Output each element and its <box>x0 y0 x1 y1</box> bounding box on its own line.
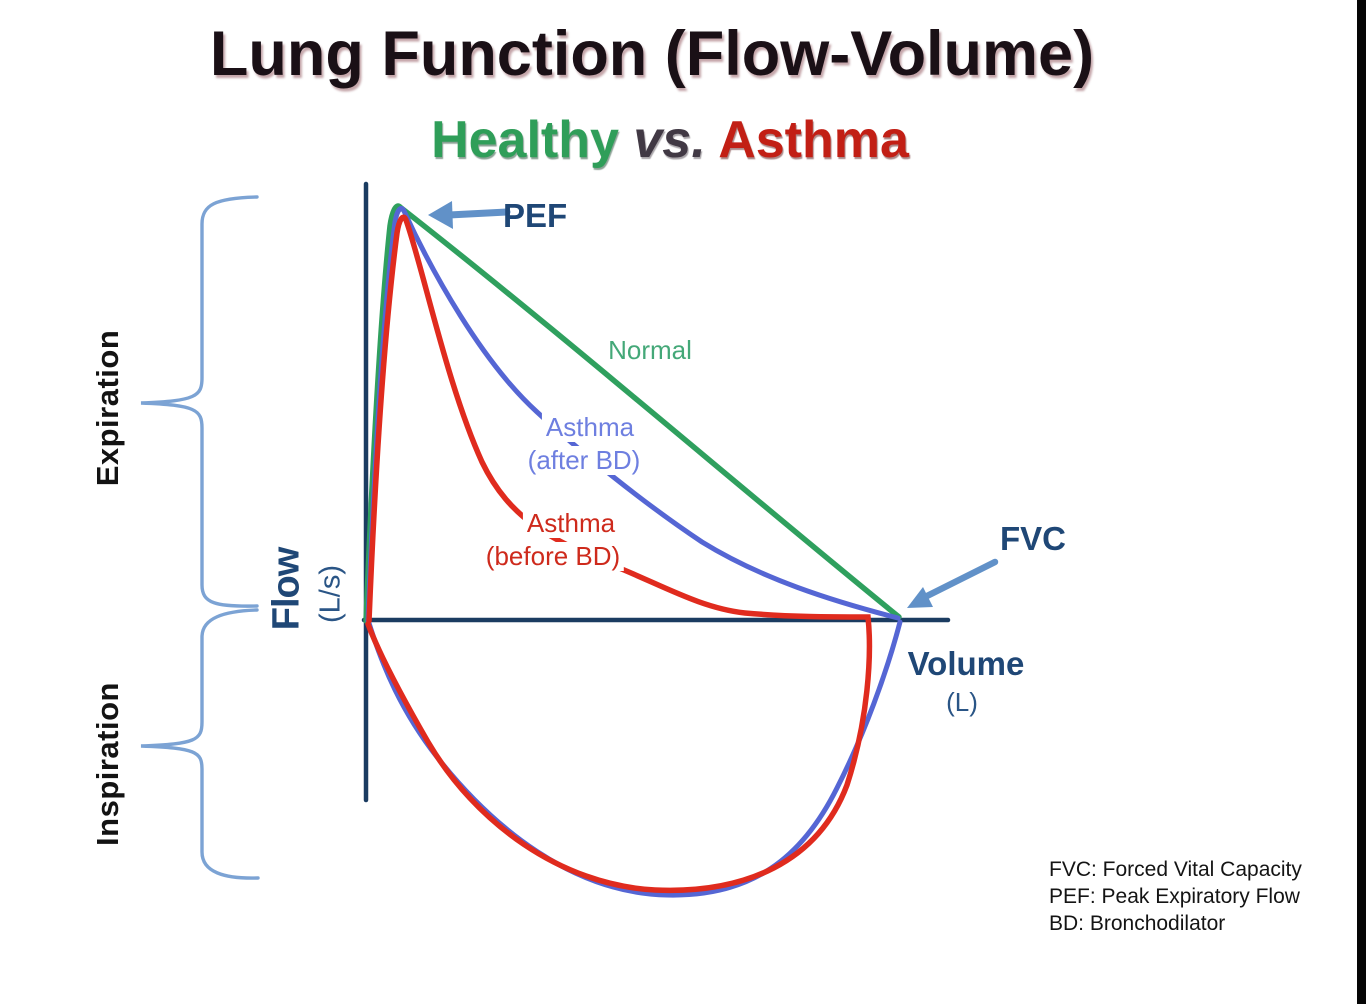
slide-subtitle: Healthy vs. Asthma <box>431 110 909 170</box>
right-edge-black-bar <box>1357 0 1366 1004</box>
flow-axis-units: (L/s) <box>314 565 347 623</box>
asthma-after-bd-label-line2: (after BD) <box>523 446 645 475</box>
pef-arrow-icon <box>428 201 511 229</box>
pef-arrowhead <box>428 201 453 229</box>
flow-axis-label: Flow <box>265 547 308 631</box>
legend-pef: PEF: Peak Expiratory Flow <box>1049 885 1300 908</box>
pef-label: PEF <box>503 197 568 234</box>
inspiration-brace <box>140 608 260 880</box>
volume-axis-units: (L) <box>946 687 978 717</box>
fvc-arrow-icon <box>907 558 999 608</box>
slide-title: Lung Function (Flow-Volume) <box>209 19 1095 89</box>
asthma-before-bd-curve <box>365 214 873 894</box>
volume-axis-label: Volume <box>907 645 1025 682</box>
normal-curve-label: Normal <box>608 335 692 365</box>
abbreviation-legend: FVC: Forced Vital Capacity PEF: Peak Exp… <box>1049 856 1302 937</box>
subtitle-asthma: Asthma <box>718 111 909 169</box>
asthma-before-bd-label-line1: Asthma <box>522 509 620 538</box>
legend-fvc: FVC: Forced Vital Capacity <box>1049 858 1302 881</box>
pef-arrow-shaft <box>445 208 511 219</box>
subtitle-vs: vs. <box>633 111 706 169</box>
legend-bd: BD: Bronchodilator <box>1049 912 1226 935</box>
fvc-arrowhead <box>907 587 933 608</box>
expiration-region-label: Expiration <box>90 329 125 487</box>
asthma-before-bd-label-line2: (before BD) <box>481 542 625 571</box>
subtitle-healthy: Healthy <box>431 111 619 169</box>
expiration-brace <box>140 195 259 608</box>
fvc-label: FVC <box>1000 520 1066 557</box>
inspiration-region-label: Inspiration <box>90 682 125 846</box>
fvc-arrow-shaft <box>923 558 999 600</box>
asthma-after-bd-inspiratory-curve <box>366 619 903 898</box>
asthma-after-bd-label-line1: Asthma <box>541 413 639 442</box>
